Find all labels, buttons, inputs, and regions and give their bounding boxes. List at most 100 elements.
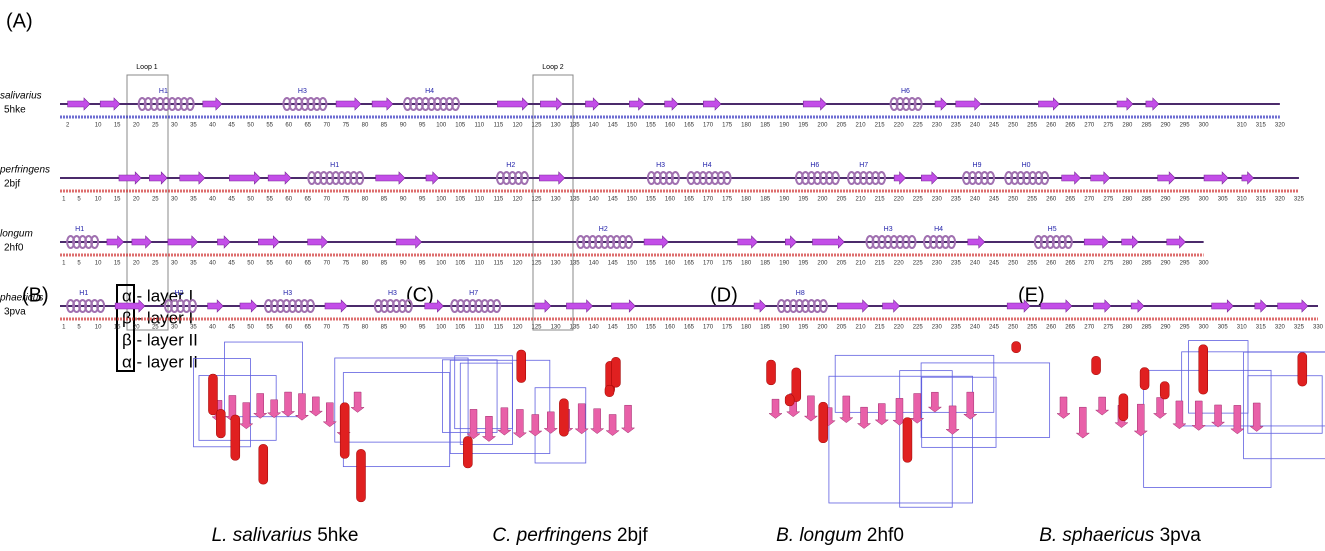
strand [1083,235,1110,249]
ruler-number: 170 [703,197,714,203]
strand-arrow [1152,397,1168,419]
ruler-number: 160 [665,261,676,267]
strand [1157,171,1176,185]
ruler-number: 255 [1027,123,1038,129]
strand-arrow [589,408,605,434]
helix-cylinder [516,349,527,383]
ruler-number: 105 [455,123,466,129]
helix-cylinder [604,384,615,397]
ruler-number: 250 [1008,123,1019,129]
ruler-number: 315 [1256,325,1267,331]
ruler-number: 275 [1103,123,1114,129]
ruler-number: 100 [436,197,447,203]
ruler-number: 250 [1008,261,1019,267]
strand [1006,299,1031,313]
ruler-number: 300 [1199,197,1210,203]
ruler-number: 200 [817,123,828,129]
ruler-number: 25 [152,197,159,203]
ruler-number: 155 [646,261,657,267]
ruler-number: 125 [532,261,543,267]
ruler-number: 315 [1256,123,1267,129]
ruler-number: 75 [343,261,350,267]
ruler-number: 15 [114,325,121,331]
ruler-number: 30 [171,325,178,331]
caption: L. salivarius 5hke [212,525,359,546]
ruler-number: 30 [171,123,178,129]
species: B. sphaericus [1039,525,1155,546]
ruler-number: 45 [228,261,235,267]
ruler-number: 115 [494,261,504,267]
ruler-number: 90 [400,123,407,129]
ruler-number: 125 [532,325,543,331]
strand-arrow [1249,402,1264,432]
strand [67,97,91,111]
ruler-number: 225 [913,261,924,267]
strand [307,235,329,249]
helix-label: H7 [469,290,478,297]
ruler-number: 290 [1161,123,1172,129]
ruler-number: 230 [932,197,943,203]
ruler-number: 25 [152,123,159,129]
ruler-number: 305 [1218,197,1229,203]
strand-arrow [945,405,960,435]
ruler-number: 245 [989,123,1000,129]
ruler-number: 205 [836,123,847,129]
helix-turn [187,299,197,313]
helix-cylinder [216,409,226,439]
strand-arrow [1133,403,1149,437]
ruler-number: 60 [285,197,292,203]
strand-arrow [803,395,819,422]
strand [118,171,142,185]
ruler-number: 195 [798,123,809,129]
strand-arrow [266,399,282,419]
caption: C. perfringens 2bjf [492,525,648,546]
connection [1247,375,1323,434]
ruler-number: 215 [875,261,886,267]
ruler-number: 180 [741,261,752,267]
ruler-number: 40 [209,325,216,331]
ruler-number: 235 [951,197,962,203]
strand [1130,299,1145,313]
strand [179,171,206,185]
helix-label: H2 [599,226,608,233]
ruler-number: 190 [779,123,790,129]
ruler-number: 280 [1122,197,1133,203]
helix-turn [830,171,840,185]
ruler-number: 55 [266,123,273,129]
panel-label: (A) [6,10,33,32]
ruler-number: 80 [362,325,369,331]
helix-cylinder [902,417,913,463]
ruler-number: 100 [436,261,447,267]
ruler-number: 260 [1046,261,1057,267]
connection [1181,351,1325,427]
strand [371,97,394,111]
ruler-number: 55 [266,325,273,331]
ruler-number: 285 [1141,261,1152,267]
ruler-number: 75 [343,123,350,129]
helix-label: H3 [656,162,665,169]
ruler-number: 130 [551,261,562,267]
helix-turn [305,299,315,313]
strand [802,97,827,111]
ruler-number: 180 [741,325,752,331]
helix-cylinder [356,449,366,503]
row-name: perfringens [0,165,50,176]
helix-cylinder [339,402,350,459]
ruler-number: 40 [209,197,216,203]
ruler-number: 15 [114,197,121,203]
ruler-number: 240 [970,325,981,331]
ruler-number: 205 [836,197,847,203]
ruler-number: 230 [932,261,943,267]
connection [899,370,953,508]
ruler-number: 290 [1161,197,1172,203]
ruler-number: 2 [66,123,70,129]
pdb-id: 3pva [1160,525,1202,546]
strand [335,97,362,111]
ruler-number: 85 [381,123,388,129]
ruler-number: 5 [77,197,81,203]
ruler-number: 20 [133,261,140,267]
ruler-number: 1 [62,325,66,331]
strand-arrow [294,393,310,421]
ruler-number: 210 [856,197,867,203]
strand-arrow [839,395,854,424]
